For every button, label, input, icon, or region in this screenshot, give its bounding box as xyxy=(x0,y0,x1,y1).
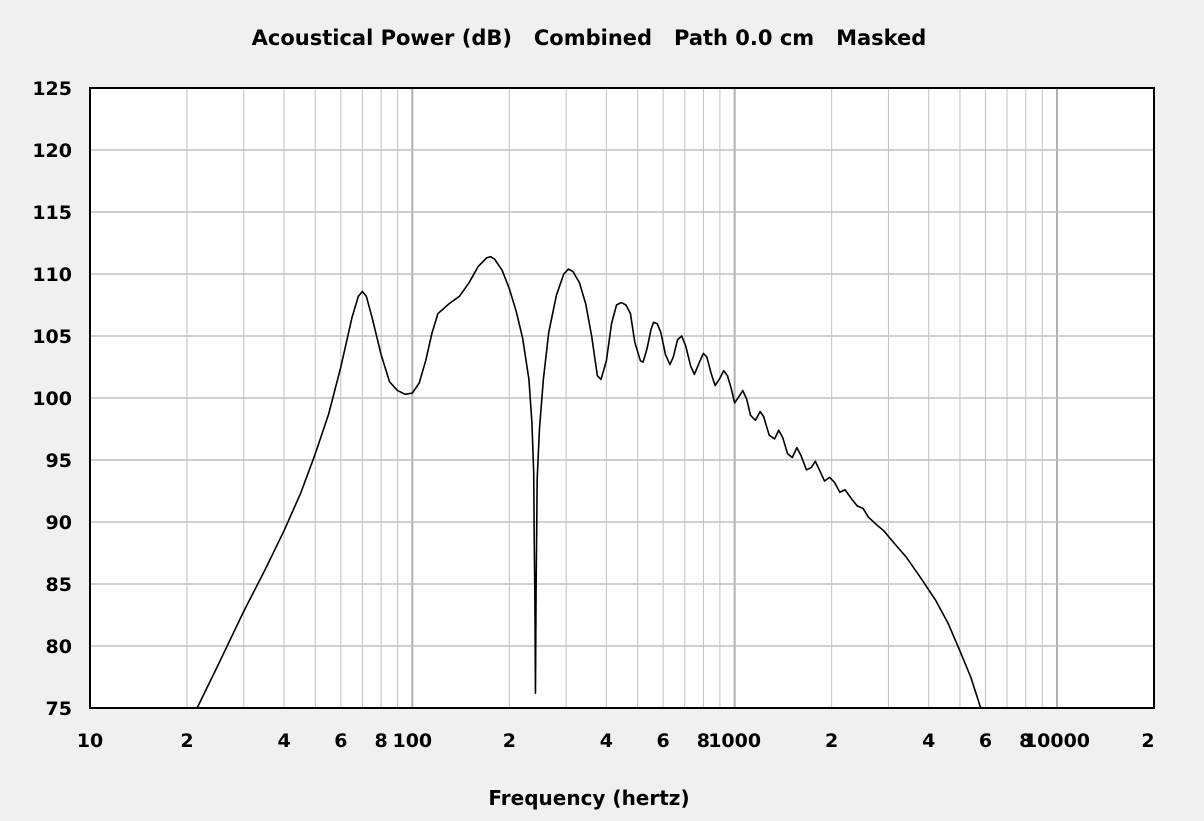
y-tick-label: 90 xyxy=(46,512,72,534)
plot-border xyxy=(89,87,1155,709)
grid-lines xyxy=(90,88,1154,708)
x-axis-label: Frequency (hertz) xyxy=(488,786,689,810)
x-tick-label: 2 xyxy=(180,730,193,752)
x-tick-label: 2 xyxy=(503,730,516,752)
x-tick-label: 1000 xyxy=(708,730,761,752)
y-axis-ticks: 75 80 85 90 95 100 105 110 115 120 125 xyxy=(32,78,72,720)
y-tick-label: 75 xyxy=(46,698,72,720)
y-tick-label: 80 xyxy=(46,636,72,658)
y-tick-label: 95 xyxy=(46,450,72,472)
x-tick-label: 4 xyxy=(922,730,935,752)
x-tick-label: 6 xyxy=(334,730,347,752)
x-tick-label: 10000 xyxy=(1024,730,1090,752)
y-tick-label: 120 xyxy=(32,140,72,162)
y-tick-label: 110 xyxy=(32,264,72,286)
x-tick-label: 2 xyxy=(825,730,838,752)
series-line xyxy=(196,255,982,709)
x-tick-label: 6 xyxy=(979,730,992,752)
x-tick-label: 4 xyxy=(600,730,613,752)
y-tick-label: 100 xyxy=(32,388,72,410)
x-tick-label: 8 xyxy=(1019,730,1032,752)
y-tick-label: 85 xyxy=(46,574,72,596)
x-tick-label: 10 xyxy=(77,730,103,752)
x-tick-label: 100 xyxy=(392,730,432,752)
y-tick-label: 115 xyxy=(32,202,72,224)
x-tick-label: 4 xyxy=(277,730,290,752)
chart-title: Acoustical Power (dB) Combined Path 0.0 … xyxy=(252,26,927,50)
x-tick-label: 6 xyxy=(657,730,670,752)
x-tick-label: 8 xyxy=(697,730,710,752)
y-tick-label: 105 xyxy=(32,326,72,348)
x-tick-label: 8 xyxy=(374,730,387,752)
x-tick-label: 2 xyxy=(1141,730,1154,752)
y-tick-label: 125 xyxy=(32,78,72,100)
